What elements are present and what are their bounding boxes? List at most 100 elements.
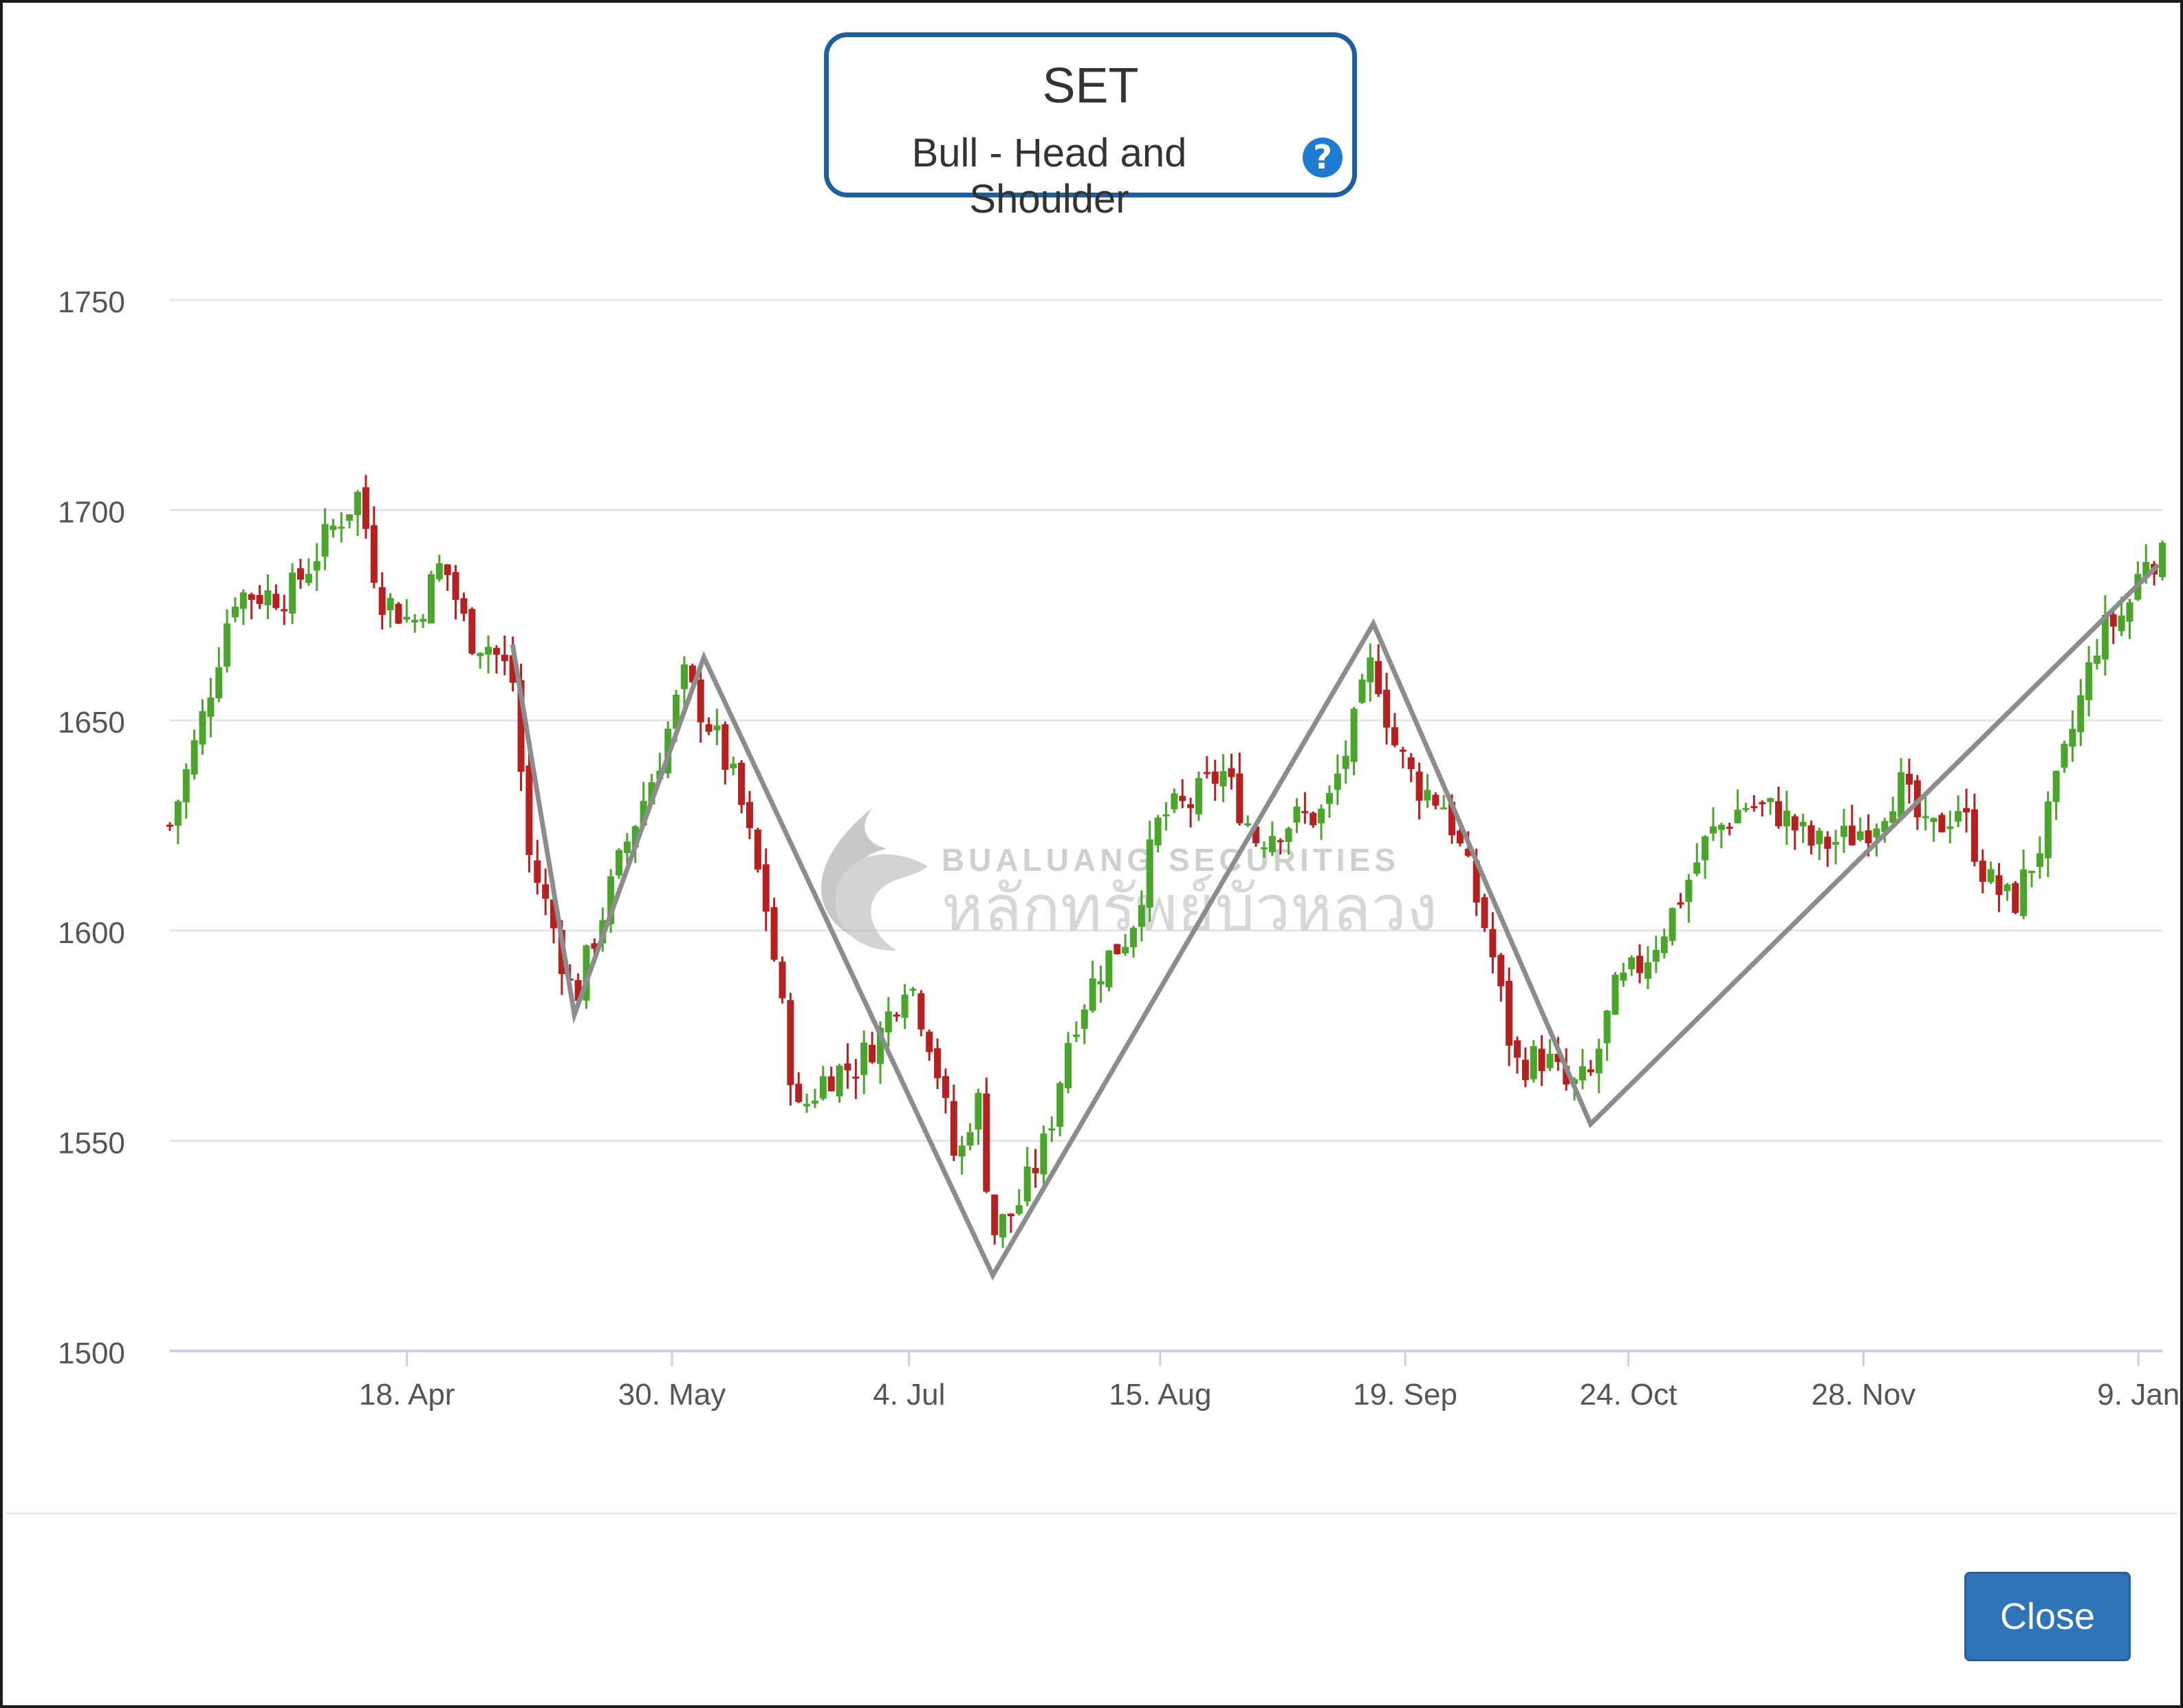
candle-down xyxy=(688,665,696,682)
candle-up xyxy=(958,1145,966,1157)
candle-up xyxy=(1579,1066,1587,1081)
candle-up xyxy=(1955,811,1962,822)
candle-up xyxy=(264,590,272,606)
candle-up xyxy=(1889,811,1897,823)
candle-up xyxy=(631,826,639,848)
candle-up xyxy=(811,1101,818,1104)
candle-up xyxy=(901,994,909,1018)
x-tick-label: 4. Jul xyxy=(873,1378,945,1412)
candle-down xyxy=(296,568,304,580)
candle-down xyxy=(1587,1069,1594,1072)
candle-down xyxy=(1464,848,1472,856)
candle-up xyxy=(2052,770,2060,802)
candle-down xyxy=(1236,773,1243,823)
candle-up xyxy=(2094,656,2101,664)
candle-up xyxy=(2069,728,2076,747)
candle-up xyxy=(1048,1128,1056,1131)
candle-down xyxy=(1636,955,1644,973)
candle-down xyxy=(370,525,378,583)
candle-down xyxy=(1114,944,1121,955)
candle-up xyxy=(387,598,394,611)
candle-down xyxy=(1301,811,1309,814)
candle-down xyxy=(991,1194,999,1235)
y-tick-label: 1600 xyxy=(58,916,125,950)
candle-up xyxy=(239,592,247,609)
candle-down xyxy=(501,654,508,662)
candle-up xyxy=(1881,821,1889,832)
candle-down xyxy=(852,1077,860,1079)
candle-up xyxy=(2020,869,2028,916)
candle-up xyxy=(583,945,590,1001)
close-button[interactable]: Close xyxy=(1964,1572,2131,1661)
candle-down xyxy=(697,679,704,723)
candle-up xyxy=(999,1214,1007,1237)
candle-up xyxy=(305,574,312,583)
candle-up xyxy=(313,561,321,571)
candle-down xyxy=(770,907,778,960)
candle-up xyxy=(485,647,492,655)
x-tick-label: 9. Jan xyxy=(2097,1378,2180,1412)
candle-down xyxy=(844,1063,851,1071)
candle-down xyxy=(1995,875,2003,895)
candle-up xyxy=(966,1132,974,1146)
chart-gridlines xyxy=(170,299,2162,1352)
candle-down xyxy=(1970,809,1978,862)
question-circle-icon[interactable]: ? xyxy=(1303,138,1343,177)
candle-down xyxy=(1848,825,1856,845)
candle-up xyxy=(1293,806,1301,823)
candle-up xyxy=(803,1103,811,1107)
head-and-shoulder-pattern-line xyxy=(510,563,2160,1281)
candlestick-chart: BUALUANG SECURITIES หลักทรัพย์บัวหลวง 17… xyxy=(58,285,2180,1412)
candle-up xyxy=(1195,778,1202,814)
candle-up xyxy=(1023,1166,1031,1202)
candle-up xyxy=(1040,1133,1047,1175)
candle-down xyxy=(534,860,541,883)
candle-down xyxy=(1489,929,1497,958)
candle-up xyxy=(1097,981,1105,985)
candle-up xyxy=(1334,773,1341,790)
candle-up xyxy=(1832,841,1840,845)
candle-down xyxy=(1807,825,1815,846)
candle-up xyxy=(648,781,655,805)
candle-down xyxy=(166,824,173,827)
candle-up xyxy=(1856,831,1864,841)
pattern-name: Bull - Head and Shoulder xyxy=(911,131,1187,221)
candle-down xyxy=(1252,826,1260,843)
candle-down xyxy=(705,724,713,732)
candle-down xyxy=(1211,771,1219,784)
candle-up xyxy=(1702,836,1709,861)
candle-up xyxy=(1244,823,1252,825)
candle-down xyxy=(1750,806,1758,808)
candle-up xyxy=(616,850,623,876)
candle-up xyxy=(1130,927,1138,948)
candle-up xyxy=(411,620,419,623)
candle-down xyxy=(779,962,786,999)
candle-up xyxy=(1669,908,1676,941)
candle-up xyxy=(1611,975,1619,1015)
candle-up xyxy=(680,664,688,689)
candle-up xyxy=(1105,950,1113,988)
candle-up xyxy=(1873,828,1880,838)
candle-up xyxy=(2028,870,2036,874)
candle-up xyxy=(1424,790,1431,801)
candle-down xyxy=(444,564,451,575)
candle-up xyxy=(640,801,647,826)
candle-down xyxy=(1538,1048,1545,1072)
candle-down xyxy=(1277,840,1284,843)
candle-up xyxy=(1816,830,1823,845)
x-tick-label: 30. May xyxy=(618,1378,726,1412)
candle-up xyxy=(2044,801,2052,858)
x-tick-label: 28. Nov xyxy=(1812,1378,1916,1412)
candle-up xyxy=(1219,771,1227,787)
candle-down xyxy=(893,1014,900,1017)
candle-up xyxy=(427,574,435,624)
candle-down xyxy=(574,980,582,1001)
candle-up xyxy=(191,740,198,775)
candle-down xyxy=(950,1101,957,1156)
candle-down xyxy=(1473,861,1480,903)
candle-up xyxy=(1089,978,1096,1011)
candle-up xyxy=(403,616,411,620)
candle-down xyxy=(452,572,459,601)
candle-up xyxy=(975,1092,982,1130)
candle-down xyxy=(1963,808,1970,813)
